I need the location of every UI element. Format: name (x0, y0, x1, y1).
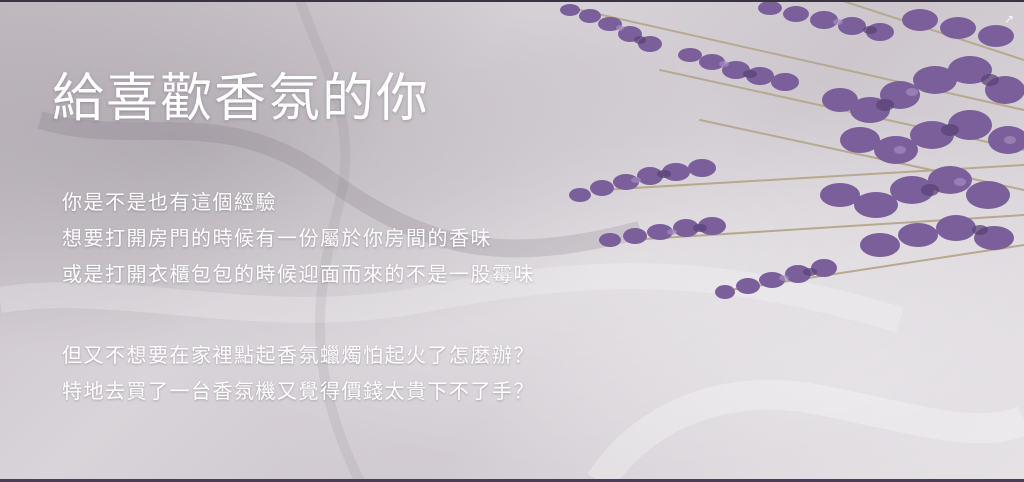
intro-line: 想要打開房門的時候有一份屬於你房間的香味 (62, 226, 492, 250)
intro-paragraph: 你是不是也有這個經驗 想要打開房門的時候有一份屬於你房間的香味 或是打開衣櫃包包… (62, 184, 535, 292)
intro-line: 或是打開衣櫃包包的時候迎面而來的不是一股霉味 (62, 262, 535, 286)
top-border (0, 0, 1024, 2)
question-line: 但又不想要在家裡點起香氛蠟燭怕起火了怎麼辦？ (62, 343, 535, 367)
question-line: 特地去買了一台香氛機又覺得價錢太貴下不了手？ (62, 379, 535, 403)
question-paragraph: 但又不想要在家裡點起香氛蠟燭怕起火了怎麼辦？ 特地去買了一台香氛機又覺得價錢太貴… (62, 337, 535, 409)
lavender-bouquet (560, 0, 1024, 299)
banner-title: 給喜歡香氛的你 (52, 69, 431, 129)
intro-line: 你是不是也有這個經驗 (62, 190, 277, 214)
expand-icon[interactable]: ↗ (1003, 12, 1015, 26)
bottom-border (0, 479, 1024, 482)
